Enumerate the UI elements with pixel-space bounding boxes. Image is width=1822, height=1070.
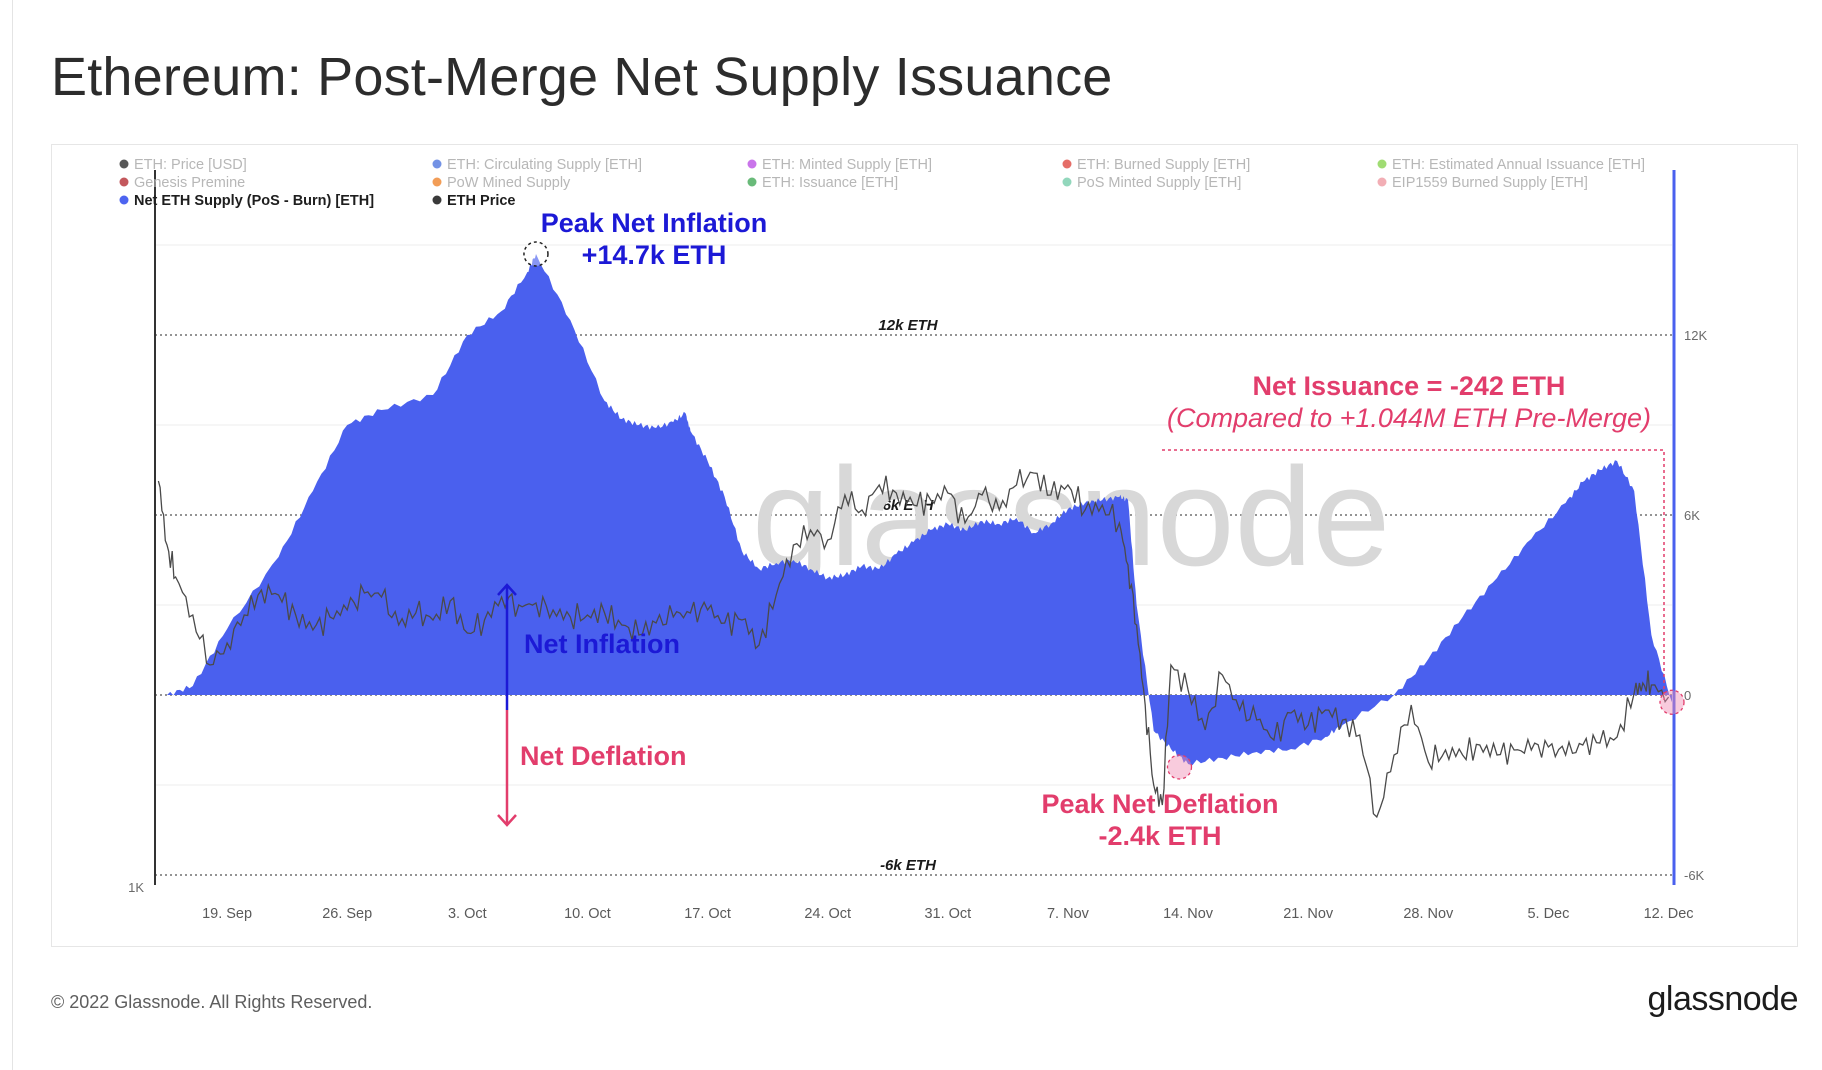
x-tick-label: 21. Nov	[1283, 906, 1334, 922]
legend-swatch	[119, 159, 129, 169]
x-tick-label: 10. Oct	[564, 906, 611, 922]
page-title: Ethereum: Post-Merge Net Supply Issuance	[51, 47, 1113, 107]
legend-swatch	[747, 177, 757, 187]
x-tick-label: 12. Dec	[1644, 906, 1694, 922]
net-inflation-arrowhead	[497, 583, 517, 596]
legend-swatch	[119, 177, 129, 187]
legend-item: ETH Price	[447, 193, 516, 209]
net-issuance-marker	[1659, 689, 1685, 715]
eth-price-line	[157, 469, 1670, 819]
legend-item: ETH: Issuance [ETH]	[762, 175, 898, 191]
x-tick-label: 28. Nov	[1403, 906, 1454, 922]
legend-swatch	[1062, 177, 1072, 187]
net-deflation-label: Net Deflation	[520, 741, 687, 771]
y-tick-label: 6K	[1684, 508, 1700, 523]
legend-swatch	[1062, 159, 1072, 169]
reference-line-label: -6k ETH	[880, 857, 937, 874]
y-tick-label: 0	[1684, 688, 1691, 703]
x-tick-label: 19. Sep	[202, 906, 252, 922]
legend-swatch	[432, 177, 442, 187]
copyright-text: © 2022 Glassnode. All Rights Reserved.	[51, 992, 373, 1012]
peak-deflation-marker	[1166, 754, 1193, 780]
x-tick-label: 5. Dec	[1527, 906, 1569, 922]
legend-swatch	[1377, 159, 1387, 169]
legend-item: ETH: Price [USD]	[134, 157, 247, 173]
x-tick-label: 17. Oct	[684, 906, 731, 922]
legend-item: Genesis Premine	[134, 175, 245, 191]
net-issuance-label: Net Issuance = -242 ETH	[1253, 371, 1566, 401]
legend-item: PoS Minted Supply [ETH]	[1077, 175, 1241, 191]
legend-item: ETH: Minted Supply [ETH]	[762, 157, 932, 173]
legend-swatch	[119, 195, 129, 205]
net-issuance-comparison: (Compared to +1.044M ETH Pre-Merge)	[1167, 403, 1651, 433]
y-tick-label: 12K	[1684, 328, 1707, 343]
x-tick-label: 24. Oct	[804, 906, 851, 922]
x-tick-label: 31. Oct	[924, 906, 971, 922]
legend-item: ETH: Circulating Supply [ETH]	[447, 157, 642, 173]
legend-swatch	[432, 195, 442, 205]
legend-item: EIP1559 Burned Supply [ETH]	[1392, 175, 1588, 191]
peak-inflation-value: +14.7k ETH	[582, 240, 727, 270]
x-tick-label: 3. Oct	[448, 906, 487, 922]
y-tick-label: -6K	[1684, 868, 1705, 883]
legend-item: ETH: Burned Supply [ETH]	[1077, 157, 1250, 173]
x-tick-label: 26. Sep	[322, 906, 372, 922]
legend-item: Net ETH Supply (PoS - Burn) [ETH]	[134, 193, 374, 209]
net-supply-area	[167, 254, 1672, 766]
legend-item: ETH: Estimated Annual Issuance [ETH]	[1392, 157, 1645, 173]
net-issuance-leader	[1162, 449, 1665, 700]
x-tick-label: 7. Nov	[1047, 906, 1090, 922]
x-tick-label: 14. Nov	[1163, 906, 1214, 922]
legend-swatch	[432, 159, 442, 169]
peak-deflation-label: Peak Net Deflation	[1041, 789, 1278, 819]
peak-inflation-label: Peak Net Inflation	[541, 208, 768, 238]
reference-line-label: 12k ETH	[878, 317, 938, 334]
y-left-tick-label: 1K	[128, 880, 144, 895]
glassnode-logo: glassnode	[1647, 980, 1798, 1018]
page-left-rule	[12, 0, 13, 1070]
peak-deflation-value: -2.4k ETH	[1098, 821, 1221, 851]
peak-inflation-marker	[523, 241, 549, 267]
legend-swatch	[1377, 177, 1387, 187]
legend-item: PoW Mined Supply	[447, 175, 571, 191]
net-inflation-label: Net Inflation	[524, 629, 680, 659]
net-deflation-arrowhead	[497, 814, 517, 827]
legend-swatch	[747, 159, 757, 169]
